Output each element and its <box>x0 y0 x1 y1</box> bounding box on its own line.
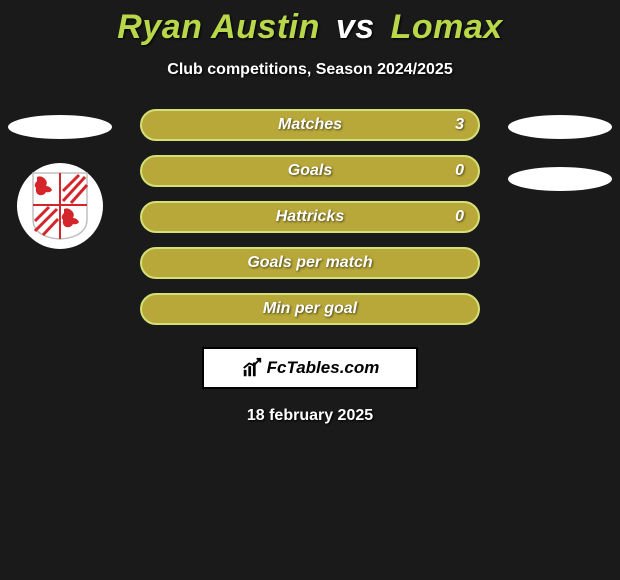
vs-text: vs <box>336 8 375 46</box>
stat-value: 0 <box>455 208 464 226</box>
stat-bar-min-per-goal: Min per goal <box>140 293 480 325</box>
player1-placeholder-icon <box>8 115 112 139</box>
date-text: 18 february 2025 <box>0 407 620 425</box>
stat-bar-hattricks: Hattricks 0 <box>140 201 480 233</box>
left-column <box>0 109 120 249</box>
stat-label: Goals per match <box>247 254 372 272</box>
player2-name: Lomax <box>391 8 503 46</box>
stat-label: Matches <box>278 116 342 134</box>
player2-placeholder-icon <box>508 115 612 139</box>
brand-text: FcTables.com <box>267 358 380 378</box>
stat-value: 0 <box>455 162 464 180</box>
club2-placeholder-icon <box>508 167 612 191</box>
brand-watermark: FcTables.com <box>202 347 418 389</box>
stat-bar-goals-per-match: Goals per match <box>140 247 480 279</box>
club-crest-icon <box>17 163 103 249</box>
content-area: Matches 3 Goals 0 Hattricks 0 Goals per … <box>0 109 620 425</box>
stat-label: Hattricks <box>276 208 344 226</box>
stat-bar-matches: Matches 3 <box>140 109 480 141</box>
stat-value: 3 <box>455 116 464 134</box>
player1-name: Ryan Austin <box>117 8 320 46</box>
subtitle: Club competitions, Season 2024/2025 <box>0 61 620 79</box>
stat-label: Min per goal <box>263 300 357 318</box>
stat-bars: Matches 3 Goals 0 Hattricks 0 Goals per … <box>140 109 480 325</box>
right-column <box>500 109 620 191</box>
stat-bar-goals: Goals 0 <box>140 155 480 187</box>
comparison-title: Ryan Austin vs Lomax <box>0 0 620 47</box>
stat-label: Goals <box>288 162 332 180</box>
chart-icon <box>241 357 263 379</box>
